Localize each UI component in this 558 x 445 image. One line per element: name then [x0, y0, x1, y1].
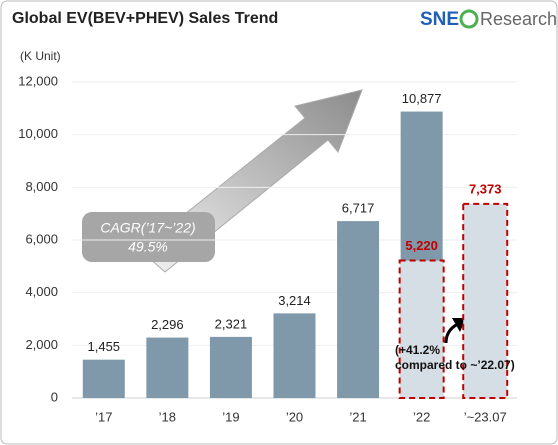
partial-value-label: 5,220: [405, 238, 438, 253]
x-tick-label: ’21: [349, 409, 366, 424]
curved-arrow-head: [452, 318, 466, 332]
x-tick-label: ’18: [159, 409, 176, 424]
logo-first: SNE: [420, 9, 459, 30]
cagr-label: CAGR(’17~’22): [100, 220, 195, 236]
x-tick-label: ’17: [95, 409, 112, 424]
value-label: 2,321: [215, 316, 248, 331]
y-tick-label: 2,000: [25, 337, 58, 352]
bar: [209, 336, 252, 398]
x-tick-label: ’~23.07: [464, 409, 507, 424]
growth-note: (+41.2%: [395, 343, 440, 357]
partial-value-label: 7,373: [469, 181, 502, 196]
bar: [82, 359, 125, 398]
bar: [146, 337, 189, 398]
y-tick-label: 6,000: [25, 231, 58, 246]
value-label: 2,296: [151, 317, 184, 332]
y-tick-label: 0: [51, 389, 58, 404]
value-label: 1,455: [88, 339, 121, 354]
y-tick-label: 8,000: [25, 179, 58, 194]
logo-second: Research: [480, 9, 557, 29]
cagr-value: 49.5%: [128, 239, 168, 255]
y-tick-label: 4,000: [25, 284, 58, 299]
partial-bar: [398, 259, 445, 400]
value-label: 6,717: [342, 201, 375, 216]
y-tick-label: 12,000: [18, 73, 58, 88]
partial-bar: [462, 202, 509, 399]
x-tick-label: ’22: [413, 409, 430, 424]
value-label: 3,214: [278, 293, 311, 308]
growth-note: compared to ~’22.07): [395, 358, 515, 372]
cagr-box: [82, 212, 215, 262]
chart-title: Global EV(BEV+PHEV) Sales Trend: [12, 10, 278, 27]
unit-label: (K Unit): [20, 49, 61, 63]
x-tick-label: ’20: [286, 409, 303, 424]
y-tick-label: 10,000: [18, 126, 58, 141]
value-label: 10,877: [402, 91, 442, 106]
plot: 0 2,000 4,000 6,000 8,000 10,000 12,000 ’17 1,45…: [18, 73, 517, 424]
bar: [337, 221, 380, 398]
logo-icon: [459, 9, 479, 29]
x-tick-label: ’19: [222, 409, 239, 424]
bar: [273, 313, 316, 398]
